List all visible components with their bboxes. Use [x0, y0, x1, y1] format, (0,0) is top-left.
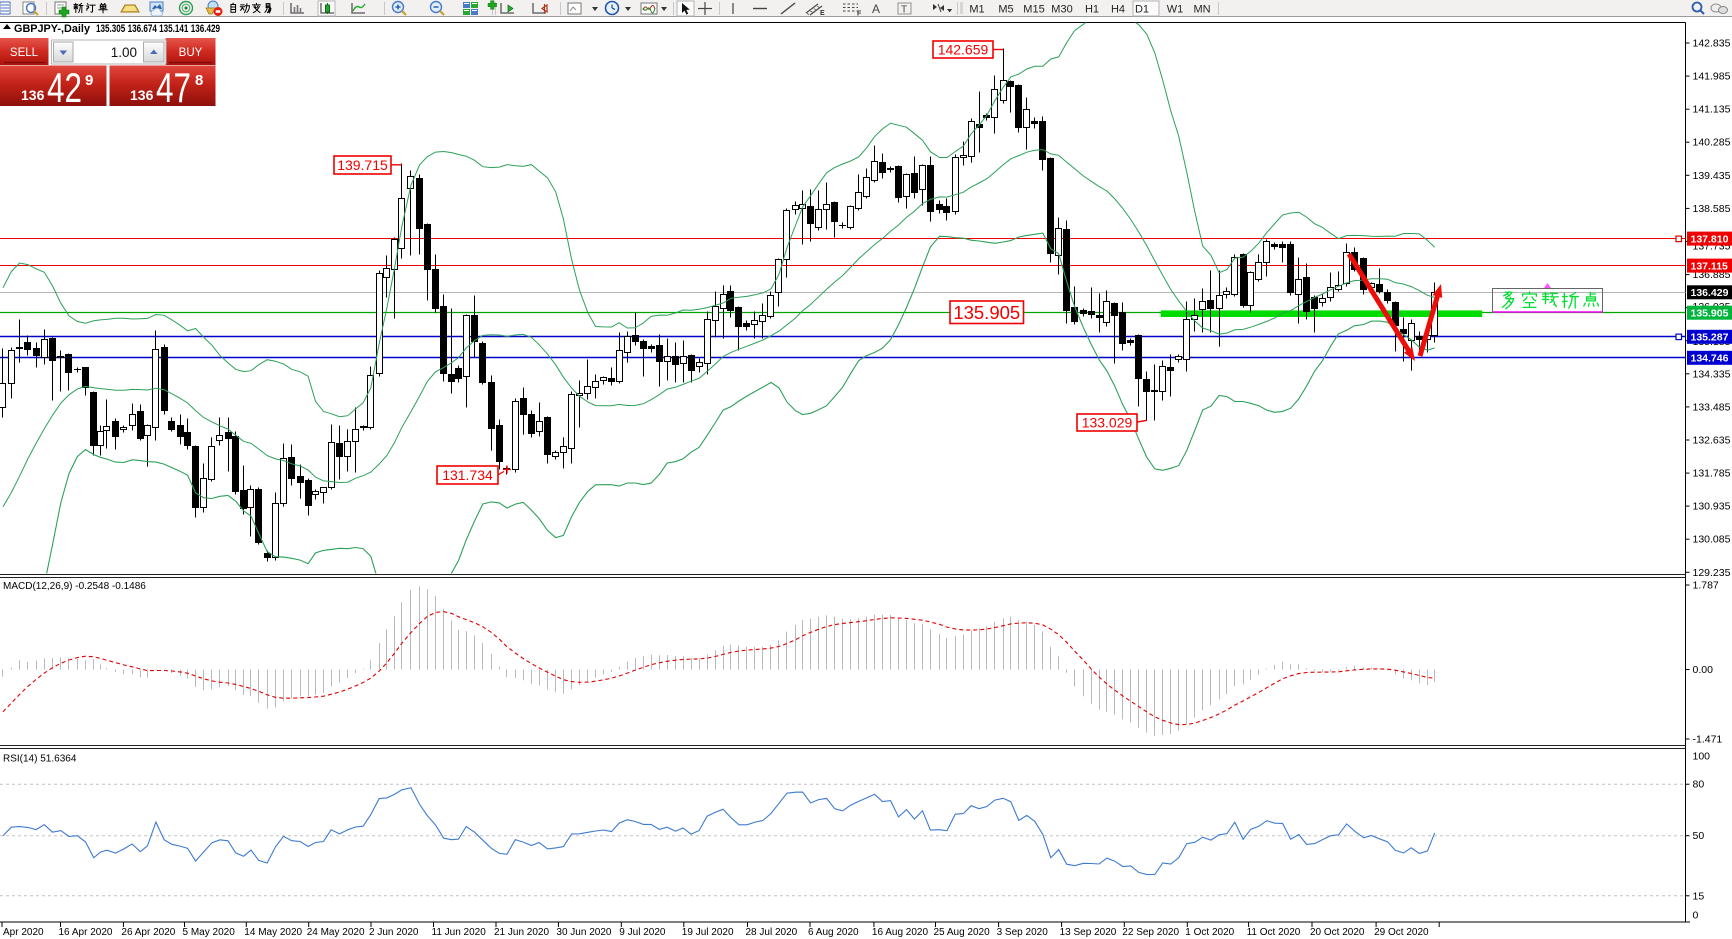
svg-text:8: 8 — [195, 72, 203, 89]
svg-text:2 Jun 2020: 2 Jun 2020 — [369, 927, 419, 938]
svg-text:16 Aug 2020: 16 Aug 2020 — [872, 927, 929, 938]
svg-text:5 May 2020: 5 May 2020 — [183, 927, 236, 938]
svg-text:22 Sep 2020: 22 Sep 2020 — [1122, 927, 1179, 938]
svg-text:0: 0 — [1693, 910, 1699, 922]
svg-text:-1.471: -1.471 — [1693, 734, 1723, 746]
svg-text:13 Sep 2020: 13 Sep 2020 — [1060, 927, 1117, 938]
svg-text:19 Jul 2020: 19 Jul 2020 — [682, 927, 734, 938]
svg-text:24 May 2020: 24 May 2020 — [307, 927, 365, 938]
svg-text:Apr 2020: Apr 2020 — [3, 927, 44, 938]
svg-text:100: 100 — [1693, 751, 1711, 763]
svg-text:25 Aug 2020: 25 Aug 2020 — [934, 927, 991, 938]
svg-text:133.029: 133.029 — [1082, 415, 1133, 431]
svg-text:M30: M30 — [1051, 4, 1072, 16]
svg-text:BUY: BUY — [179, 47, 203, 59]
svg-text:M1: M1 — [969, 4, 984, 16]
svg-text:E: E — [820, 10, 825, 17]
svg-text:T: T — [901, 5, 907, 16]
svg-text:135.287: 135.287 — [1691, 332, 1729, 344]
svg-text:133.485: 133.485 — [1693, 401, 1731, 413]
svg-text:138.585: 138.585 — [1693, 203, 1731, 215]
svg-text:132.635: 132.635 — [1693, 434, 1731, 446]
svg-text:129.235: 129.235 — [1693, 567, 1731, 579]
svg-text:130.085: 130.085 — [1693, 534, 1731, 546]
svg-text:142.659: 142.659 — [938, 42, 989, 58]
svg-text:137.810: 137.810 — [1691, 233, 1729, 245]
svg-text:RSI(14) 51.6364: RSI(14) 51.6364 — [3, 754, 77, 765]
svg-text:135.305 136.674 135.141 136.42: 135.305 136.674 135.141 136.429 — [96, 23, 220, 35]
svg-text:H1: H1 — [1085, 4, 1099, 16]
svg-text:42: 42 — [47, 64, 82, 111]
svg-text:MN: MN — [1193, 4, 1210, 16]
svg-text:M5: M5 — [998, 4, 1013, 16]
svg-text:141.135: 141.135 — [1693, 104, 1731, 116]
svg-text:140.285: 140.285 — [1693, 137, 1731, 149]
svg-text:M15: M15 — [1023, 4, 1044, 16]
svg-text:9: 9 — [85, 72, 93, 89]
svg-text:47: 47 — [156, 64, 191, 111]
svg-text:139.715: 139.715 — [337, 157, 388, 173]
svg-text:A: A — [872, 2, 880, 16]
svg-text:50: 50 — [1693, 830, 1705, 842]
svg-text:26 Apr 2020: 26 Apr 2020 — [121, 927, 175, 938]
svg-text:130.935: 130.935 — [1693, 501, 1731, 513]
svg-text:28 Jul 2020: 28 Jul 2020 — [746, 927, 798, 938]
svg-text:GBPJPY-,Daily: GBPJPY-,Daily — [14, 23, 91, 35]
svg-text:F: F — [857, 11, 862, 18]
svg-text:131.785: 131.785 — [1693, 468, 1731, 480]
svg-text:SELL: SELL — [10, 47, 39, 59]
svg-text:D1: D1 — [1135, 4, 1149, 16]
svg-text:6 Aug 2020: 6 Aug 2020 — [808, 927, 859, 938]
svg-text:W1: W1 — [1167, 4, 1184, 16]
svg-text:29 Oct 2020: 29 Oct 2020 — [1374, 927, 1429, 938]
svg-text:11 Oct 2020: 11 Oct 2020 — [1247, 927, 1301, 938]
svg-text:14 May 2020: 14 May 2020 — [244, 927, 302, 938]
svg-text:16 Apr 2020: 16 Apr 2020 — [59, 927, 113, 938]
svg-text:136.429: 136.429 — [1691, 287, 1729, 299]
svg-text:80: 80 — [1693, 779, 1705, 791]
svg-text:134.746: 134.746 — [1691, 353, 1729, 365]
svg-text:11 Jun 2020: 11 Jun 2020 — [432, 927, 487, 938]
svg-text:20 Oct 2020: 20 Oct 2020 — [1310, 927, 1365, 938]
svg-text:21 Jun 2020: 21 Jun 2020 — [494, 927, 549, 938]
svg-text:142.835: 142.835 — [1693, 38, 1731, 50]
svg-text:135.905: 135.905 — [953, 302, 1020, 323]
svg-text:15: 15 — [1693, 890, 1705, 902]
svg-text:141.985: 141.985 — [1693, 71, 1731, 83]
svg-text:30 Jun 2020: 30 Jun 2020 — [556, 927, 611, 938]
svg-text:135.905: 135.905 — [1691, 308, 1729, 320]
svg-text:1.00: 1.00 — [111, 45, 137, 60]
svg-text:H4: H4 — [1111, 4, 1125, 16]
svg-text:9 Jul 2020: 9 Jul 2020 — [619, 927, 666, 938]
svg-text:139.435: 139.435 — [1693, 170, 1731, 182]
svg-text:MACD(12,26,9) -0.2548 -0.1486: MACD(12,26,9) -0.2548 -0.1486 — [3, 581, 146, 592]
svg-text:3 Sep 2020: 3 Sep 2020 — [997, 927, 1049, 938]
svg-text:134.335: 134.335 — [1693, 368, 1731, 380]
svg-text:137.115: 137.115 — [1691, 260, 1729, 272]
svg-text:1.787: 1.787 — [1693, 580, 1719, 592]
svg-text:0.00: 0.00 — [1693, 664, 1714, 676]
svg-text:136: 136 — [130, 87, 154, 103]
svg-text:136: 136 — [21, 87, 45, 103]
svg-text:1 Oct 2020: 1 Oct 2020 — [1185, 927, 1234, 938]
svg-text:131.734: 131.734 — [442, 467, 493, 483]
